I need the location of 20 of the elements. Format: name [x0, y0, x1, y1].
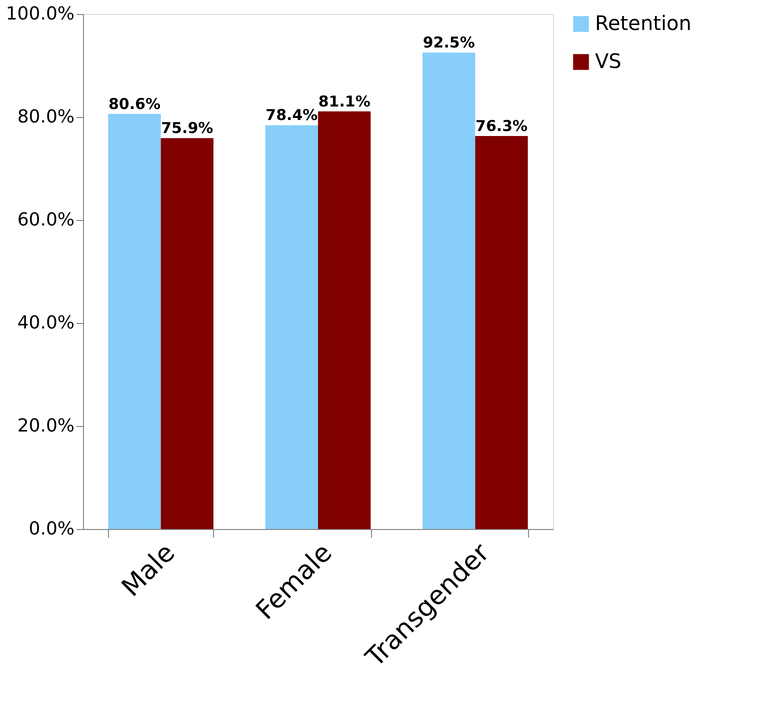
- data-label: 75.9%: [161, 119, 214, 138]
- bar: [265, 125, 318, 529]
- data-label: 80.6%: [108, 94, 161, 113]
- bar: [160, 138, 214, 529]
- legend-label: VS: [595, 49, 622, 73]
- legend-label: Retention: [595, 11, 692, 35]
- y-tick-label: 100.0%: [6, 4, 74, 24]
- data-label: 92.5%: [422, 34, 475, 52]
- data-label: 78.4%: [266, 106, 318, 124]
- data-label: 81.1%: [318, 92, 370, 110]
- y-tick-label: 80.0%: [17, 106, 74, 128]
- bar: [108, 114, 161, 529]
- y-tick-label: 40.0%: [17, 312, 74, 334]
- y-tick-label: 60.0%: [17, 210, 74, 230]
- y-tick-label: 20.0%: [17, 416, 74, 436]
- data-label: 76.3%: [475, 117, 528, 136]
- bar: [422, 52, 476, 529]
- bar: [318, 111, 371, 529]
- y-tick-label: 0.0%: [28, 518, 74, 540]
- bar: [475, 136, 528, 529]
